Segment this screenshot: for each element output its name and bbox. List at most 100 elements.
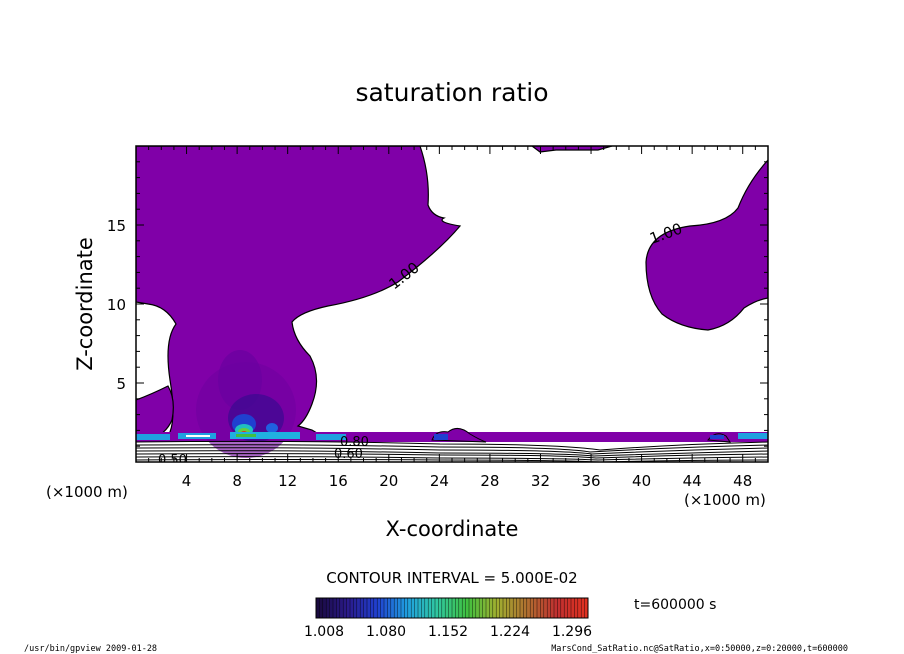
colorbar-cell xyxy=(486,598,490,618)
x-tick-label: 28 xyxy=(480,472,499,490)
colorbar-cell xyxy=(401,598,405,618)
colorbar-cell xyxy=(509,598,514,618)
contour-region-right xyxy=(645,159,768,331)
colorbar-cell xyxy=(356,598,361,618)
colorbar-cell xyxy=(353,598,358,618)
colorbar-cell xyxy=(343,598,347,618)
colorbar-cell xyxy=(571,598,575,618)
x-tick-label: 12 xyxy=(278,472,297,490)
x-unit-label-left: (×1000 m) xyxy=(46,483,128,501)
y-axis-title: Z-coordinate xyxy=(73,237,97,371)
colorbar xyxy=(315,598,589,618)
colorbar-cell xyxy=(584,598,589,618)
colorbar-cell xyxy=(339,598,344,618)
colorbar-cell xyxy=(543,598,548,618)
colorbar-tick-label: 1.296 xyxy=(552,624,592,640)
colorbar-cell xyxy=(377,598,381,618)
colorbar-cell xyxy=(360,598,364,618)
x-tick-label: 20 xyxy=(379,472,398,490)
colorbar-cell xyxy=(455,598,460,618)
colorbar-cell xyxy=(520,598,524,618)
colorbar-frame xyxy=(315,597,589,619)
colorbar-cell xyxy=(472,598,477,618)
x-tick-label: 24 xyxy=(430,472,449,490)
colorbar-cell xyxy=(469,598,473,618)
contour-label-5: 0.50 xyxy=(158,453,187,468)
colorbar-cell xyxy=(438,598,443,618)
colorbar-cell xyxy=(506,598,511,618)
x-tick-label: 16 xyxy=(329,472,348,490)
colorbar-cell xyxy=(557,598,562,618)
colorbar-cell xyxy=(567,598,572,618)
colorbar-cell xyxy=(503,598,507,618)
colorbar-cell xyxy=(333,598,337,618)
contour-label-4: 0.60 xyxy=(334,447,363,462)
colorbar-cell xyxy=(499,598,504,618)
x-tick-label: 4 xyxy=(182,472,192,490)
colorbar-cell xyxy=(363,598,368,618)
x-tick-label: 44 xyxy=(683,472,702,490)
contour-label-3: 0.80 xyxy=(340,435,369,450)
colorbar-tick-label: 1.008 xyxy=(304,624,344,640)
colorbar-cell xyxy=(384,598,388,618)
colorbar-cell xyxy=(479,598,483,618)
colorbar-ticks: 1.008 1.080 1.152 1.224 1.296 xyxy=(304,624,592,640)
colorbar-cell xyxy=(489,598,494,618)
footer-left: /usr/bin/gpview 2009-01-28 xyxy=(24,644,157,654)
colorbar-cell xyxy=(452,598,456,618)
colorbar-cell xyxy=(554,598,558,618)
x-tick-label: 36 xyxy=(581,472,600,490)
colorbar-cell xyxy=(424,598,429,618)
colorbar-cell xyxy=(329,598,334,618)
colorbar-cell xyxy=(492,598,497,618)
colorbar-cell xyxy=(445,598,449,618)
colorbar-tick-label: 1.224 xyxy=(490,624,530,640)
colorbar-cell xyxy=(530,598,534,618)
y-tick-label: 5 xyxy=(116,375,126,393)
colorbar-cell xyxy=(373,598,378,618)
colorbar-cell xyxy=(577,598,582,618)
colorbar-cell xyxy=(540,598,545,618)
surface-contours xyxy=(136,440,768,462)
colorbar-cell xyxy=(380,598,385,618)
chart-title: saturation ratio xyxy=(355,78,548,107)
y-axis: 5 10 15 xyxy=(107,161,768,447)
colorbar-cell xyxy=(367,598,371,618)
colorbar-cell xyxy=(350,598,354,618)
time-label: t=600000 s xyxy=(634,597,716,613)
colorbar-cell xyxy=(435,598,439,618)
colorbar-cell xyxy=(441,598,446,618)
x-unit-label-right: (×1000 m) xyxy=(684,491,766,509)
colorbar-cell xyxy=(564,598,568,618)
x-tick-label: 32 xyxy=(531,472,550,490)
colorbar-cell xyxy=(394,598,398,618)
cloud-layer xyxy=(136,432,768,440)
contour-interval-text: CONTOUR INTERVAL = 5.000E-02 xyxy=(326,569,577,587)
y-tick-label: 10 xyxy=(107,296,126,314)
colorbar-cell xyxy=(537,598,541,618)
x-tick-label: 48 xyxy=(733,472,752,490)
x-tick-label: 40 xyxy=(632,472,651,490)
colorbar-cell xyxy=(547,598,551,618)
y-tick-label: 15 xyxy=(107,217,126,235)
colorbar-cell xyxy=(482,598,487,618)
colorbar-cell xyxy=(319,598,324,618)
colorbar-cell xyxy=(397,598,402,618)
colorbar-cell xyxy=(421,598,426,618)
colorbar-cell xyxy=(322,598,327,618)
colorbar-cell xyxy=(418,598,422,618)
colorbar-cell xyxy=(462,598,466,618)
colorbar-cell xyxy=(448,598,453,618)
colorbar-cell xyxy=(458,598,463,618)
colorbar-cell xyxy=(404,598,409,618)
x-axis: 4 8 12 16 20 24 28 32 36 40 44 48 xyxy=(148,146,756,490)
colorbar-cell xyxy=(387,598,392,618)
colorbar-cell xyxy=(336,598,341,618)
colorbar-cell xyxy=(316,598,320,618)
colorbar-cell xyxy=(581,598,585,618)
colorbar-cell xyxy=(513,598,517,618)
colorbar-cell xyxy=(560,598,565,618)
colorbar-cell xyxy=(516,598,521,618)
colorbar-cell xyxy=(475,598,480,618)
